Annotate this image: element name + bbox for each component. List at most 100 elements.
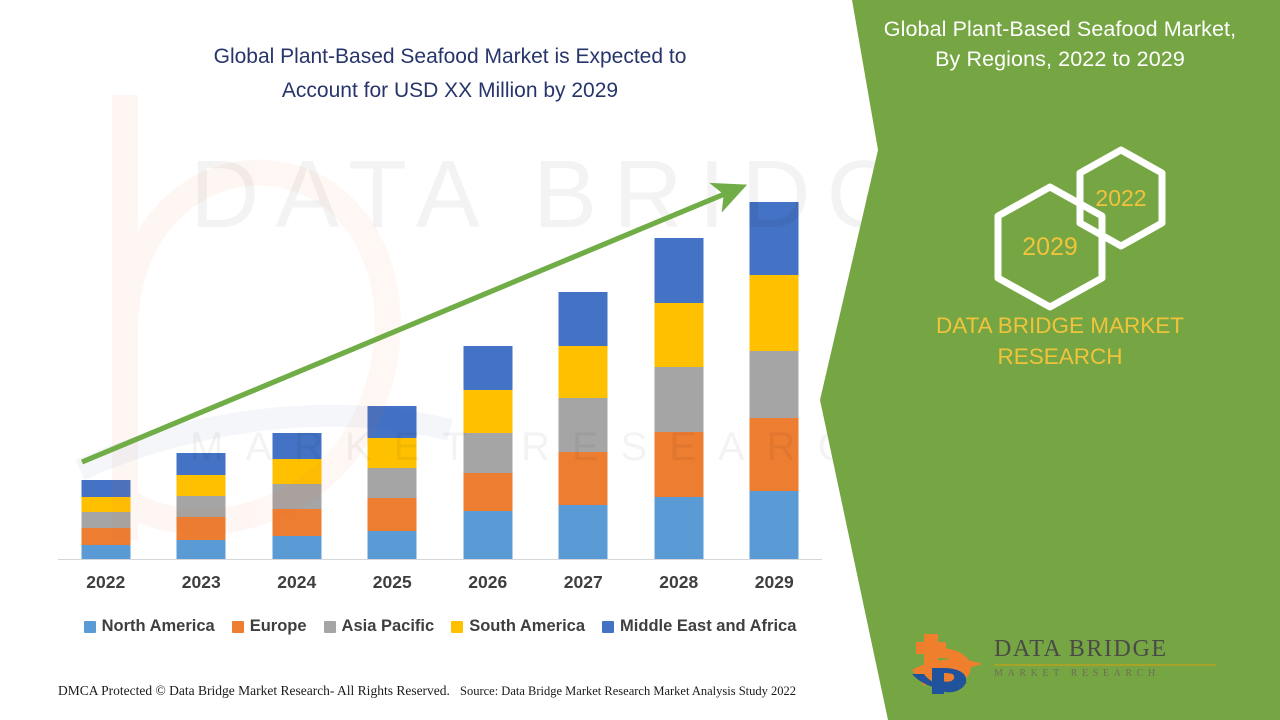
bar-segment bbox=[558, 505, 608, 559]
bar-segment bbox=[176, 517, 226, 540]
panel-title-line2: By Regions, 2022 to 2029 bbox=[935, 47, 1185, 71]
footer-copyright: DMCA Protected © Data Bridge Market Rese… bbox=[58, 683, 450, 698]
logo-divider bbox=[994, 664, 1216, 666]
legend-label: Asia Pacific bbox=[341, 617, 435, 635]
bar-group bbox=[154, 140, 250, 559]
bar-group bbox=[440, 140, 536, 559]
legend-item[interactable]: Europe bbox=[231, 617, 307, 636]
bar-segment bbox=[176, 475, 226, 496]
bar-group bbox=[631, 140, 727, 559]
bar-group bbox=[249, 140, 345, 559]
page-title: Global Plant-Based Seafood Market is Exp… bbox=[110, 40, 790, 108]
bar-segment bbox=[81, 512, 131, 528]
logo-wordmark: DATA BRIDGE MARKET RESEARCH bbox=[994, 636, 1224, 679]
legend-item[interactable]: North America bbox=[83, 617, 215, 636]
brand-name: DATA BRIDGE MARKET RESEARCH bbox=[860, 310, 1260, 372]
bar-series-container bbox=[58, 140, 822, 559]
stacked-bar bbox=[463, 346, 513, 559]
bar-segment bbox=[654, 238, 704, 303]
bar-segment bbox=[367, 498, 417, 531]
x-axis-label: 2023 bbox=[181, 572, 221, 592]
bar-segment bbox=[463, 511, 513, 559]
x-axis-label: 2027 bbox=[563, 572, 603, 592]
bar-segment bbox=[749, 275, 799, 351]
page-title-line2: Account for USD XX Million by 2029 bbox=[281, 79, 619, 102]
data-bridge-logo-icon bbox=[912, 634, 982, 694]
bar-segment bbox=[463, 433, 513, 473]
legend-item[interactable]: Asia Pacific bbox=[323, 617, 435, 636]
brand-name-line2: RESEARCH bbox=[997, 344, 1123, 369]
hexagon-end-year-label: 2029 bbox=[1022, 232, 1078, 261]
hexagon-outline-icon bbox=[994, 183, 1106, 311]
x-axis-label: 2022 bbox=[86, 572, 126, 592]
bar-segment bbox=[463, 390, 513, 433]
legend-label: South America bbox=[469, 617, 586, 635]
stacked-bar bbox=[654, 238, 704, 559]
bar-group bbox=[345, 140, 441, 559]
brand-panel-inner: Global Plant-Based Seafood Market, By Re… bbox=[820, 0, 1280, 720]
bar-segment bbox=[81, 497, 131, 512]
bar-segment bbox=[176, 496, 226, 517]
x-axis-label: 2026 bbox=[468, 572, 508, 592]
stacked-bar bbox=[81, 480, 131, 559]
hexagon-end-year: 2029 bbox=[992, 182, 1108, 312]
bar-segment bbox=[367, 438, 417, 468]
bar-segment bbox=[81, 480, 131, 497]
logo-wordmark-sub: MARKET RESEARCH bbox=[994, 668, 1160, 679]
legend-swatch bbox=[231, 620, 244, 633]
footer: DMCA Protected © Data Bridge Market Rese… bbox=[0, 683, 880, 713]
hexagon-start-year: 2022 bbox=[1075, 146, 1167, 250]
bar-segment bbox=[463, 346, 513, 390]
brand-name-line1: DATA BRIDGE MARKET bbox=[936, 313, 1184, 338]
bar-segment bbox=[654, 303, 704, 367]
legend-swatch bbox=[451, 620, 464, 633]
plot-region: 2022 2023 2024 2025 2026 2027 2028 2029 bbox=[58, 140, 822, 600]
bar-segment bbox=[81, 528, 131, 545]
chart-area: DATA BRIDGE MARKET RESEARCH Global Plant… bbox=[0, 40, 981, 713]
brand-panel: Global Plant-Based Seafood Market, By Re… bbox=[820, 0, 1280, 720]
legend-item[interactable]: Middle East and Africa bbox=[602, 617, 796, 636]
bar-segment bbox=[176, 453, 226, 475]
company-logo: DATA BRIDGE MARKET RESEARCH bbox=[890, 628, 1260, 702]
x-axis-label: 2024 bbox=[277, 572, 317, 592]
panel-title: Global Plant-Based Seafood Market, By Re… bbox=[860, 14, 1260, 74]
stacked-bar bbox=[176, 453, 226, 559]
stacked-bar bbox=[558, 292, 608, 559]
stacked-bar bbox=[749, 202, 799, 559]
footer-source: Source: Data Bridge Market Research Mark… bbox=[460, 684, 797, 698]
chart-legend: North America Europe Asia Pacific South Ame… bbox=[58, 617, 822, 636]
bar-segment bbox=[654, 432, 704, 497]
legend-item[interactable]: South America bbox=[451, 617, 585, 636]
bar-segment bbox=[272, 536, 322, 559]
bar-segment bbox=[654, 497, 704, 559]
stacked-bar bbox=[272, 433, 322, 559]
x-axis-label: 2029 bbox=[754, 572, 794, 592]
bar-segment bbox=[367, 468, 417, 498]
x-axis-line bbox=[58, 559, 822, 560]
year-hexagons: 2029 2022 bbox=[820, 140, 1280, 312]
bar-group bbox=[536, 140, 632, 559]
legend-label: Middle East and Africa bbox=[620, 617, 797, 635]
x-axis-labels: 2022 2023 2024 2025 2026 2027 2028 2029 bbox=[58, 572, 822, 600]
panel-title-line1: Global Plant-Based Seafood Market, bbox=[883, 17, 1237, 41]
bar-segment bbox=[272, 484, 322, 509]
bar-segment bbox=[272, 509, 322, 536]
x-axis-label: 2028 bbox=[659, 572, 699, 592]
bar-group bbox=[727, 140, 823, 559]
legend-swatch bbox=[602, 620, 615, 633]
hexagon-start-year-label: 2022 bbox=[1095, 184, 1147, 211]
bar-segment bbox=[749, 491, 799, 559]
page-title-line1: Global Plant-Based Seafood Market is Exp… bbox=[213, 45, 687, 68]
bar-segment bbox=[558, 398, 608, 452]
legend-swatch bbox=[323, 620, 336, 633]
stacked-bar bbox=[367, 406, 417, 559]
x-axis-label: 2025 bbox=[372, 572, 412, 592]
bar-segment bbox=[749, 418, 799, 491]
bar-segment bbox=[749, 202, 799, 275]
logo-wordmark-main: DATA BRIDGE bbox=[994, 636, 1168, 662]
bar-segment bbox=[558, 452, 608, 505]
legend-label: Europe bbox=[249, 617, 307, 635]
hexagon-outline-icon bbox=[1076, 146, 1166, 250]
bar-segment bbox=[272, 459, 322, 484]
